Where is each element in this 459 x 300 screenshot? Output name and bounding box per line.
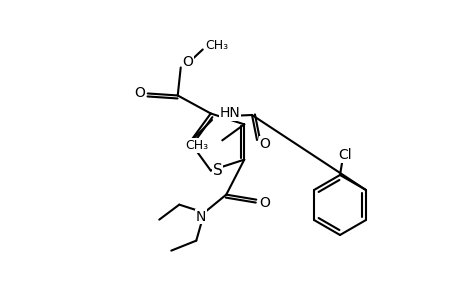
Text: HN: HN bbox=[219, 106, 240, 120]
Text: Cl: Cl bbox=[337, 148, 351, 162]
Text: O: O bbox=[259, 137, 270, 151]
Text: N: N bbox=[196, 210, 206, 224]
Text: CH₃: CH₃ bbox=[205, 39, 228, 52]
Text: O: O bbox=[182, 56, 193, 70]
Text: CH₃: CH₃ bbox=[185, 139, 208, 152]
Text: S: S bbox=[213, 163, 222, 178]
Text: O: O bbox=[258, 196, 269, 210]
Text: O: O bbox=[134, 86, 145, 100]
